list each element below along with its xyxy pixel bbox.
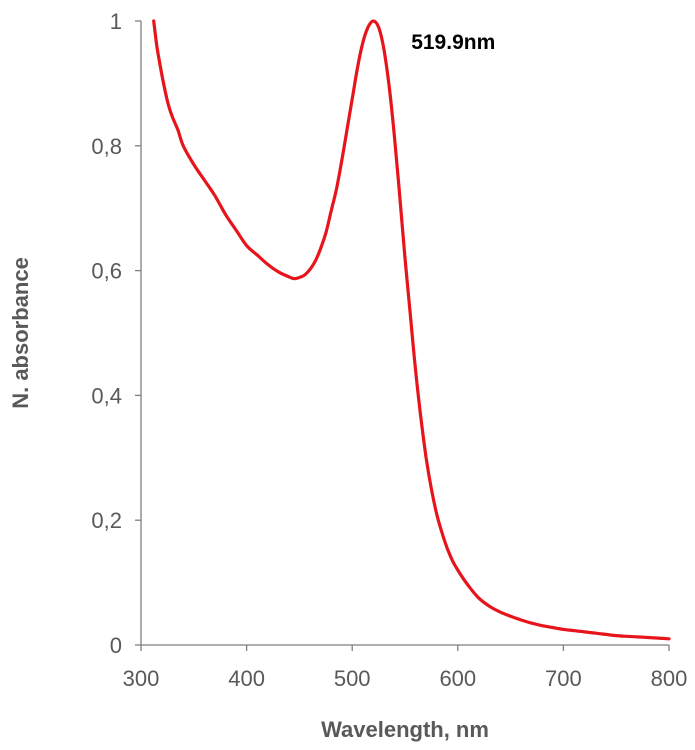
x-tick-label: 400 (228, 666, 265, 691)
x-axis-ticks: 300 400 500 600 700 800 (123, 645, 688, 691)
y-axis-title: N. absorbance (8, 257, 33, 409)
y-tick-label: 0,6 (91, 259, 122, 284)
absorbance-series-line (154, 21, 669, 639)
y-axis-ticks: 0 0,2 0,4 0,6 0,8 1 (91, 9, 141, 658)
x-tick-label: 300 (123, 666, 160, 691)
x-tick-label: 700 (545, 666, 582, 691)
y-tick-label: 0,4 (91, 383, 122, 408)
y-tick-label: 0,8 (91, 134, 122, 159)
y-tick-label: 1 (110, 9, 122, 34)
x-tick-label: 500 (334, 666, 371, 691)
y-tick-label: 0 (110, 633, 122, 658)
series-layer (154, 21, 669, 639)
annotation-layer: 519.9nm (411, 31, 495, 54)
x-axis-title: Wavelength, nm (321, 717, 489, 742)
y-tick-label: 0,2 (91, 508, 122, 533)
x-tick-label: 800 (651, 666, 688, 691)
x-tick-label: 600 (439, 666, 476, 691)
peak-annotation: 519.9nm (411, 31, 495, 54)
